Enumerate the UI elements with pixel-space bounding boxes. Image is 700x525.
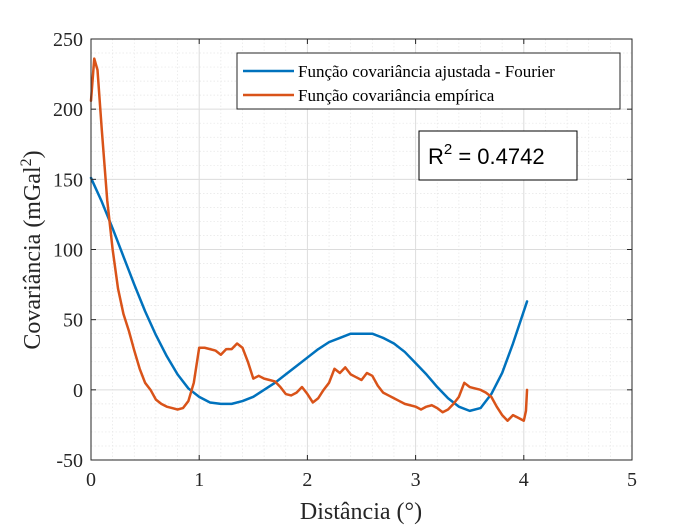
y-axis-label-main: Covariância (mGal — [20, 166, 46, 350]
x-tick-label: 2 — [302, 469, 312, 491]
legend-box — [236, 52, 621, 110]
y-axis-label: Covariância (mGal2) — [18, 150, 46, 349]
series-line-empirical — [89, 57, 529, 422]
y-tick-label: 50 — [63, 310, 83, 332]
series-line-fourier — [89, 176, 529, 413]
axis-ticks — [90, 38, 633, 461]
y-axis-label-sup: 2 — [18, 158, 35, 166]
annotation-box — [418, 130, 578, 181]
y-tick-label: -50 — [56, 450, 83, 472]
series-layer — [89, 57, 529, 422]
legend-label-empirical: Função covariância empírica — [298, 86, 495, 105]
y-tick-label: 200 — [53, 99, 83, 121]
y-tick-label: 100 — [53, 240, 83, 262]
x-tick-label: 0 — [86, 469, 96, 491]
y-tick-label: 0 — [73, 380, 83, 402]
x-tick-label: 3 — [411, 469, 421, 491]
x-tick-label: 1 — [194, 469, 204, 491]
annotation-base: R — [428, 144, 444, 169]
r-squared-annotation: R2 = 0.4742 — [418, 130, 578, 181]
y-tick-label: 250 — [53, 29, 83, 51]
annotation-sup: 2 — [444, 141, 452, 158]
legend: Função covariância ajustada - Fourier Fu… — [236, 52, 621, 110]
x-axis-label: Distância (°) — [300, 499, 422, 525]
x-tick-label: 4 — [519, 469, 529, 491]
y-tick-label: 150 — [53, 169, 83, 191]
y-axis-label-tail: ) — [20, 150, 46, 158]
annotation-text: R2 = 0.4742 — [428, 141, 545, 169]
x-tick-label: 5 — [627, 469, 637, 491]
annotation-rest: = 0.4742 — [452, 144, 544, 169]
legend-label-fourier: Função covariância ajustada - Fourier — [298, 62, 555, 81]
